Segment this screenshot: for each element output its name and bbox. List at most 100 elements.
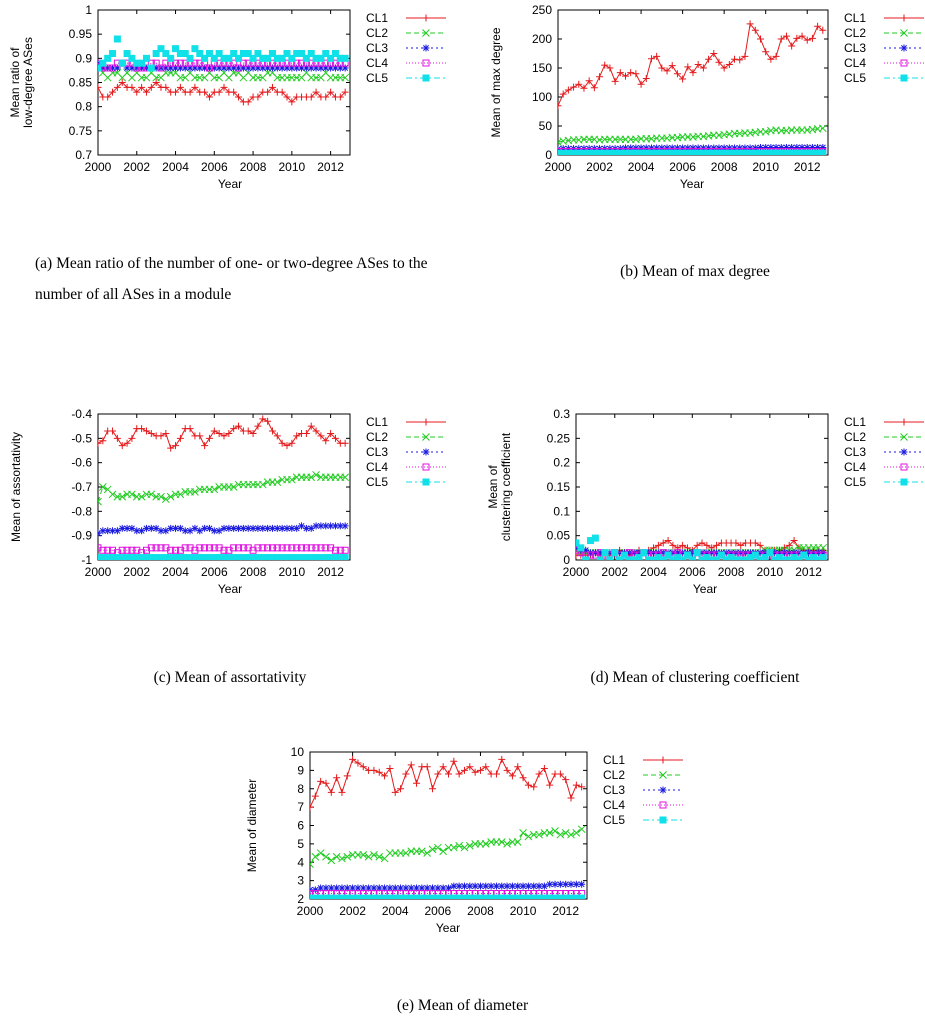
data-point bbox=[128, 546, 136, 554]
data-point bbox=[460, 766, 468, 774]
data-point bbox=[293, 59, 301, 67]
data-point bbox=[152, 59, 160, 67]
y-axis-label: Mean ratio oflow-degree ASes bbox=[8, 37, 35, 128]
data-point bbox=[611, 149, 619, 155]
data-point bbox=[370, 766, 378, 774]
data-point bbox=[354, 884, 362, 892]
data-point bbox=[364, 852, 373, 861]
y-tick-label: -0.7 bbox=[71, 480, 92, 494]
data-point bbox=[562, 880, 570, 888]
data-point bbox=[172, 88, 180, 96]
legend-label: CL2 bbox=[366, 430, 388, 444]
data-point bbox=[570, 149, 578, 155]
data-point bbox=[530, 783, 538, 791]
data-point bbox=[327, 88, 335, 96]
data-point bbox=[498, 894, 506, 899]
data-point bbox=[772, 149, 780, 155]
data-point bbox=[630, 549, 638, 557]
data-point bbox=[606, 556, 614, 560]
data-point bbox=[562, 776, 570, 784]
x-tick-label: 2006 bbox=[669, 160, 696, 174]
data-point bbox=[540, 765, 548, 773]
data-point bbox=[616, 69, 624, 77]
data-point bbox=[375, 852, 384, 861]
data-point bbox=[331, 522, 339, 530]
data-point bbox=[99, 59, 107, 67]
data-point bbox=[809, 554, 817, 560]
data-point bbox=[215, 554, 223, 560]
data-point bbox=[205, 64, 213, 72]
data-point bbox=[710, 50, 718, 57]
data-point bbox=[519, 774, 527, 782]
data-point bbox=[322, 884, 330, 892]
data-point bbox=[585, 77, 593, 85]
data-point bbox=[559, 90, 567, 98]
legend-label: CL3 bbox=[844, 41, 866, 55]
data-point bbox=[757, 149, 764, 155]
y-tick-label: 0.2 bbox=[553, 456, 570, 470]
data-point bbox=[513, 838, 522, 846]
data-point bbox=[751, 26, 759, 34]
data-point bbox=[780, 549, 788, 557]
data-point bbox=[196, 554, 204, 560]
y-tick-label: 200 bbox=[532, 32, 552, 46]
data-point bbox=[166, 492, 175, 501]
data-point bbox=[191, 554, 199, 560]
data-point bbox=[720, 149, 728, 155]
data-point bbox=[580, 149, 588, 155]
data-point bbox=[157, 544, 165, 552]
data-point bbox=[664, 537, 672, 545]
data-point bbox=[181, 544, 189, 552]
data-point bbox=[225, 554, 233, 560]
data-point bbox=[322, 59, 330, 67]
data-point bbox=[230, 425, 238, 433]
y-tick-label: 0.3 bbox=[553, 407, 570, 421]
data-point bbox=[658, 149, 666, 155]
data-point bbox=[210, 527, 218, 535]
data-point bbox=[577, 825, 586, 834]
data-point bbox=[152, 79, 160, 86]
data-point bbox=[391, 884, 399, 892]
data-point bbox=[653, 149, 661, 155]
data-point bbox=[138, 425, 146, 433]
data-point bbox=[235, 524, 243, 532]
data-point bbox=[181, 64, 189, 72]
legend-entry-cl1: CL1 bbox=[844, 11, 924, 25]
data-point bbox=[142, 546, 150, 554]
data-point bbox=[698, 556, 706, 560]
data-point bbox=[567, 894, 575, 899]
data-point bbox=[341, 88, 349, 96]
data-point bbox=[413, 779, 421, 787]
data-point bbox=[205, 544, 213, 552]
data-point bbox=[637, 149, 645, 155]
data-point bbox=[341, 54, 349, 62]
data-point bbox=[302, 554, 310, 560]
data-point bbox=[98, 83, 102, 91]
data-point bbox=[310, 894, 314, 899]
data-point bbox=[278, 439, 286, 447]
data-point bbox=[249, 54, 257, 62]
y-tick-label: -1 bbox=[81, 553, 92, 567]
data-point bbox=[298, 522, 306, 530]
data-point bbox=[109, 64, 117, 72]
data-point bbox=[742, 556, 750, 560]
series-cl1 bbox=[98, 415, 349, 452]
series-cl4 bbox=[98, 544, 349, 557]
data-point bbox=[307, 422, 315, 430]
data-point bbox=[322, 64, 330, 72]
data-point bbox=[215, 64, 223, 72]
data-point bbox=[713, 556, 721, 560]
data-point bbox=[558, 102, 562, 110]
data-point bbox=[235, 54, 243, 62]
data-point bbox=[215, 429, 223, 437]
data-point bbox=[559, 149, 567, 155]
data-point bbox=[157, 64, 165, 72]
data-point bbox=[508, 894, 516, 899]
data-point bbox=[157, 527, 165, 535]
series-cl5 bbox=[558, 149, 827, 155]
data-point bbox=[578, 783, 586, 791]
data-point bbox=[798, 149, 806, 155]
data-point bbox=[283, 64, 291, 72]
data-point bbox=[225, 64, 233, 72]
data-point bbox=[264, 88, 272, 96]
